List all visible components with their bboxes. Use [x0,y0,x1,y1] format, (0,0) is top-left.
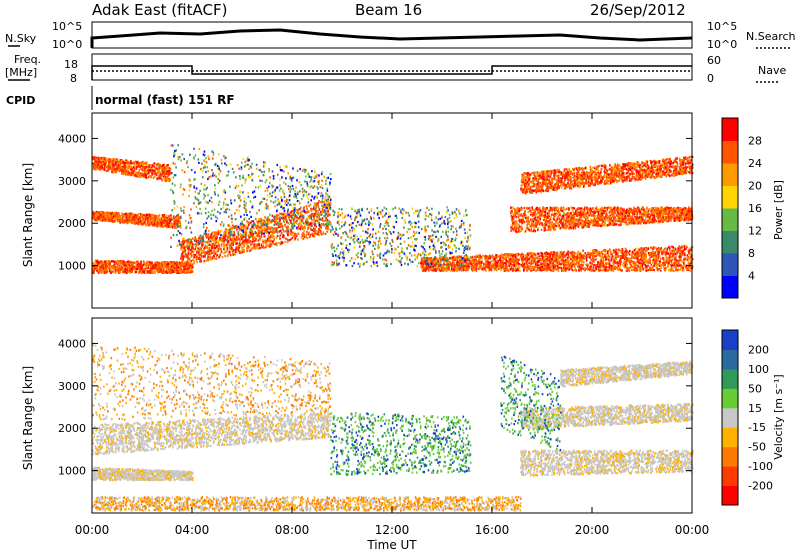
noise-right-label: N.Search [746,30,796,43]
power-cbar-label: Power [dB] [772,180,785,240]
freq-panel: Freq. [MHz] 18 8 60 0 Nave [5,53,786,85]
power-cbar-tick: 16 [748,202,762,215]
time-xtick-label: 20:00 [575,523,610,537]
velocity-cbar-block [722,466,738,487]
velocity-cbar-label: Velocity [m s⁻¹] [772,374,785,459]
time-xtick-label: 12:00 [375,523,410,537]
power-cbar-tick: 24 [748,157,762,170]
time-xtick-label: 04:00 [175,523,210,537]
freq-right-tick-bottom: 0 [707,72,714,85]
power-cbar-block [722,230,738,254]
noise-right-tick-top: 10^5 [707,20,737,33]
velocity-cbar-block [722,446,738,467]
power-panel: 1000 2000 3000 4000 Slant Range [km] [21,112,694,309]
beam-title: Beam 16 [355,1,422,19]
velocity-cbar-tick: 15 [748,402,762,415]
cpid-panel: CPID normal (fast) 151 RF [6,86,235,110]
velocity-cbar-tick: 50 [748,382,762,395]
velocity-cbar-tick: -100 [748,460,773,473]
velocity-cbar-block [722,349,738,370]
power-cbar-block [722,163,738,186]
velocity-ytick-label: 1000 [58,465,86,478]
velocity-cbar-tick: 100 [748,363,769,376]
velocity-panel: 1000 2000 3000 4000 00:00 04:00 08:00 12:00 16:… [21,113,709,552]
freq-left-tick-top: 18 [64,58,78,71]
velocity-cbar-block [722,388,738,409]
time-xtick-label: 00:00 [675,523,710,537]
time-xlabel: Time UT [366,538,417,552]
velocity-cbar-tick: -200 [748,480,773,493]
date-title: 26/Sep/2012 [590,1,686,19]
velocity-ytick-label: 3000 [58,380,86,393]
power-cbar-block [722,140,738,164]
velocity-cbar-block [722,368,738,389]
noise-right-tick-bottom: 10^0 [707,38,737,51]
noise-sky-line [90,28,693,48]
station-title: Adak East (fitACF) [92,1,227,19]
velocity-ytick-label: 4000 [58,337,86,350]
power-ytick-label: 2000 [58,217,86,230]
cpid-label: CPID [6,94,35,107]
velocity-cbar-block [722,407,738,428]
power-cbar-block [722,185,738,209]
time-xtick-label: 00:00 [75,523,110,537]
noise-panel: N.Sky 10^5 10^0 10^5 10^0 N.Search [5,20,796,51]
noise-left-label: N.Sky [5,32,37,45]
velocity-cbar-block [722,485,738,506]
velocity-colorbar: 200 100 50 15 -15 -50 -100 -200 Velocity [m s⁻¹… [721,329,785,506]
freq-left-tick-bottom: 8 [70,72,77,85]
power-ylabel: Slant Range [km] [21,163,35,267]
noise-left-tick-top: 10^5 [52,20,82,33]
power-cbar-block [722,208,738,231]
power-cbar-tick: 12 [748,225,762,238]
velocity-cbar-tick: 200 [748,343,769,356]
velocity-cbar-tick: -50 [748,441,766,454]
freq-label-1: Freq. [14,53,41,66]
freq-line [91,65,692,80]
power-colorbar: 4 8 12 16 20 24 28 Power [dB] [721,117,785,299]
velocity-ytick-label: 2000 [58,422,86,435]
noise-left-tick-bottom: 10^0 [52,38,82,51]
power-ytick-label: 4000 [58,132,86,145]
velocity-cbar-block [722,427,738,448]
power-cbar-block [722,275,738,299]
power-cbar-block [722,118,738,141]
power-ytick-label: 1000 [58,260,86,273]
power-cbar-tick: 28 [748,135,762,148]
power-cbar-tick: 8 [748,247,755,260]
velocity-cbar-tick: -15 [748,421,766,434]
freq-label-2: [MHz] [5,66,37,79]
power-cbar-tick: 20 [748,180,762,193]
power-data [92,144,694,275]
power-cbar-tick: 4 [748,270,755,283]
time-xtick-label: 08:00 [275,523,310,537]
time-xtick-label: 16:00 [475,523,510,537]
cpid-value: normal (fast) 151 RF [95,93,235,107]
velocity-cbar-block [722,330,738,350]
power-cbar-block [722,253,738,276]
velocity-ylabel: Slant Range [km] [21,366,35,470]
freq-right-tick-top: 60 [707,54,721,67]
power-ytick-label: 3000 [58,175,86,188]
freq-right-label: Nave [758,64,786,77]
velocity-data [92,344,694,512]
